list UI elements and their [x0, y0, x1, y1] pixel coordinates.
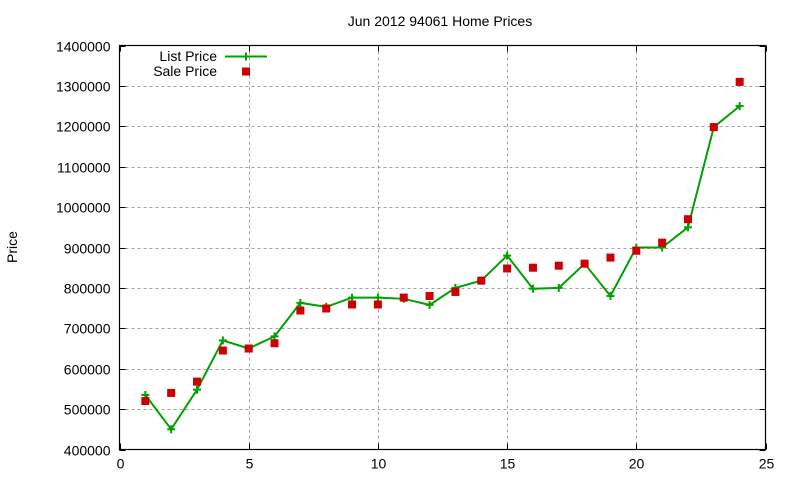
x-tick-label: 0 [117, 456, 125, 472]
y-tick-label: 1000000 [56, 200, 111, 216]
y-tick-label: 1400000 [56, 39, 111, 55]
y-tick-label: 700000 [64, 321, 111, 337]
y-tick-label: 1200000 [56, 119, 111, 135]
axis-ticks: 400000 500000 600000 700000 800000 900000 1000… [56, 39, 775, 472]
y-tick-label: 900000 [64, 241, 111, 257]
y-tick-label: 500000 [64, 402, 111, 418]
y-tick-label: 600000 [64, 362, 111, 378]
x-tick-label: 25 [759, 456, 775, 472]
legend-label-sale-price: Sale Price [153, 63, 217, 79]
legend-line-cross-icon [225, 52, 267, 61]
x-tick-label: 20 [629, 456, 645, 472]
series-sale-price [141, 77, 744, 406]
y-tick-label: 1300000 [56, 79, 111, 95]
y-tick-label: 1100000 [57, 160, 111, 176]
plot-frame [118, 44, 767, 451]
grid-lines [119, 45, 766, 450]
x-tick-label: 10 [371, 456, 387, 472]
y-tick-label: 800000 [64, 281, 111, 297]
series-list-price [141, 102, 744, 434]
x-tick-label: 15 [500, 456, 516, 472]
y-tick-label: 400000 [64, 443, 111, 459]
y-axis-label: Price [4, 231, 20, 263]
legend-label-list-price: List Price [159, 48, 217, 64]
legend-square-icon [242, 67, 250, 76]
legend: List Price Sale Price [153, 48, 267, 79]
chart-title: Jun 2012 94061 Home Prices [348, 13, 532, 29]
x-tick-label: 5 [246, 456, 254, 472]
